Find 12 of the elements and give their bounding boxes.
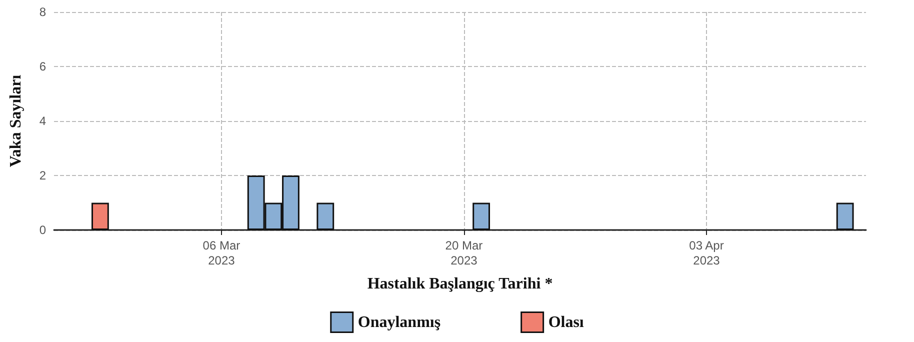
y-tick-label: 6 [39, 60, 46, 74]
legend-label: Onaylanmış [358, 314, 441, 331]
x-tick-label: 03 Apr 2023 [689, 238, 724, 268]
y-tick-label: 8 [39, 5, 46, 19]
x-tick-label: 06 Mar 2023 [202, 238, 240, 268]
legend-label: Olası [548, 314, 584, 331]
y-axis-title: Vaka Sayıları [8, 74, 24, 168]
x-axis-title: Hastalık Başlangıç Tarihi * [367, 276, 553, 292]
x-tick-label: 20 Mar 2023 [445, 238, 483, 268]
y-tick-label: 2 [39, 168, 46, 182]
y-tick-label: 0 [39, 223, 46, 237]
y-tick-label: 4 [39, 114, 46, 128]
